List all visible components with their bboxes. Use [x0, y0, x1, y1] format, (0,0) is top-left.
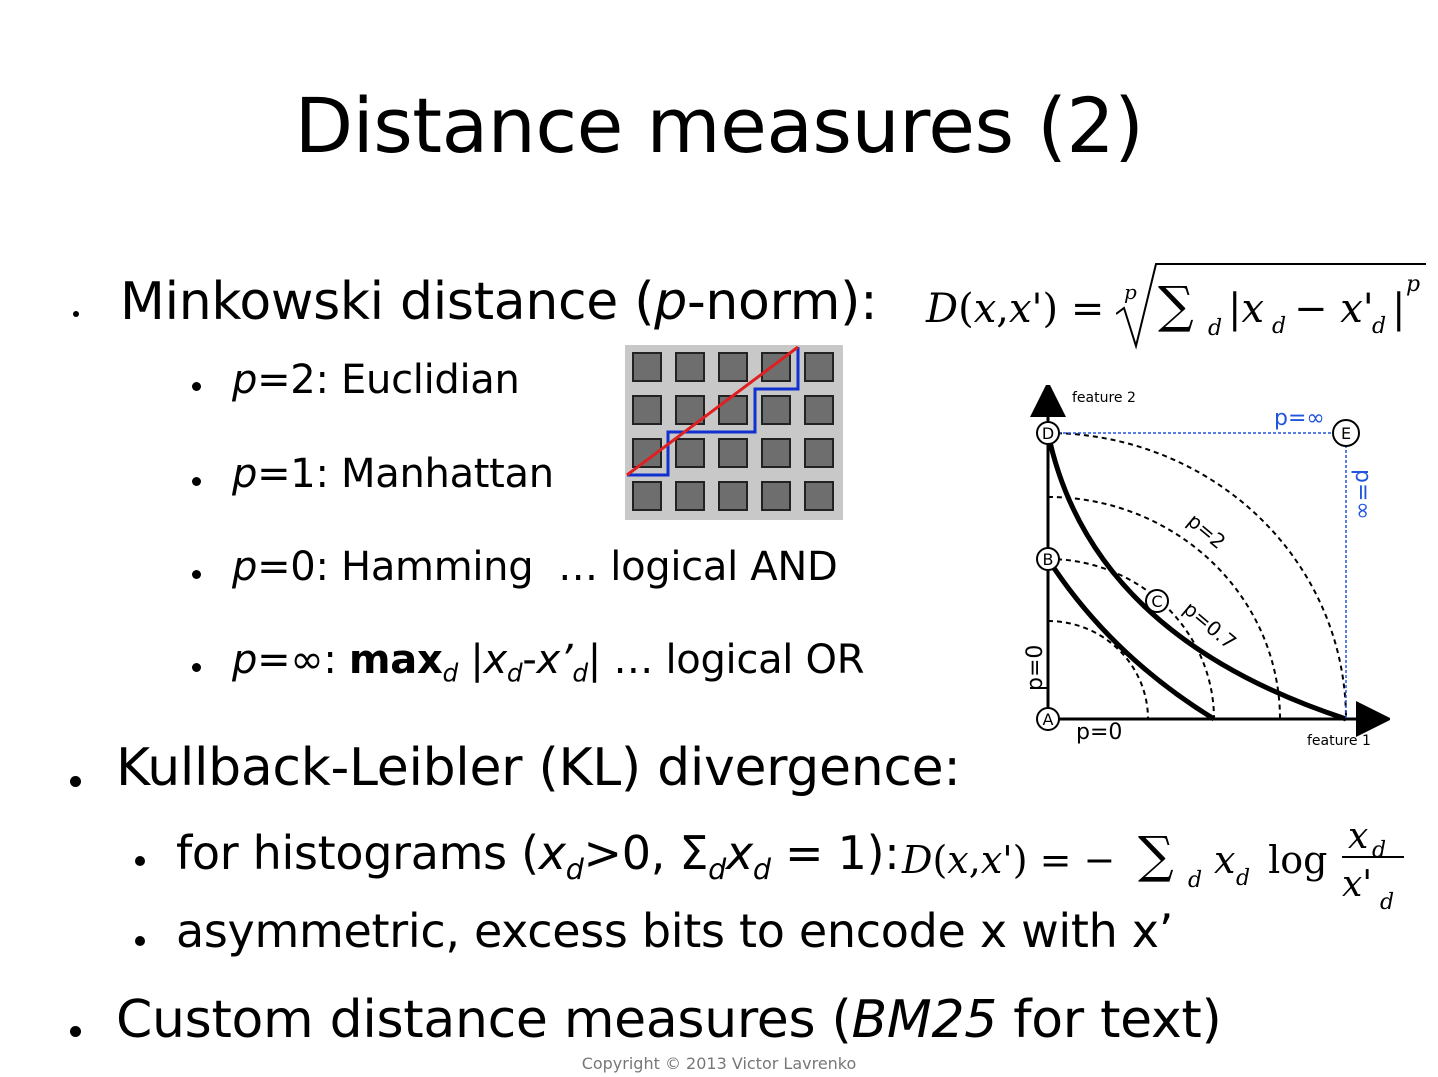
- arc-mid: [1047, 558, 1215, 720]
- custom-heading: Custom distance measures (BM25 for text): [116, 990, 1222, 1050]
- point-a: [1036, 707, 1060, 731]
- label-p-inf-top: p=∞: [1274, 406, 1325, 431]
- bullet-dot: [192, 477, 201, 486]
- axis-x-label: feature 1: [1307, 733, 1371, 749]
- kl-histograms-item: for histograms (xd>0, Σdxd = 1):: [176, 826, 900, 886]
- slide-title: Distance measures (2): [294, 81, 1144, 170]
- label-p2: p=2: [1183, 508, 1231, 554]
- grid-figure: [625, 345, 843, 520]
- item-euclidian: p=2: Euclidian: [232, 357, 520, 403]
- minkowski-heading: Minkowski distance (p-norm):: [120, 272, 878, 332]
- arc-p2: [1047, 496, 1281, 720]
- euclidean-path: [626, 345, 799, 477]
- root-symbol: [1116, 263, 1426, 350]
- svg-text:A: A: [1043, 710, 1054, 729]
- point-d: [1036, 421, 1060, 445]
- bullet-dot: [70, 776, 81, 787]
- svg-text:E: E: [1341, 424, 1351, 443]
- minkowski-formula: D(x,x') = p ∑ d |x d − x' d | p: [926, 262, 1426, 352]
- bullet-dot: [192, 570, 201, 579]
- manhattan-path: [627, 347, 800, 477]
- svg-text:C: C: [1151, 592, 1162, 611]
- bullet-dot: [135, 936, 145, 946]
- p-inf-box: [1048, 432, 1347, 719]
- point-c: [1145, 589, 1169, 613]
- bullet-dot: [192, 382, 201, 391]
- curve-p07-outer: [1045, 432, 1347, 722]
- arc-p2-outer: [1047, 432, 1347, 720]
- item-hamming: p=0: Hamming … logical AND: [232, 544, 838, 590]
- axis-y-label: feature 2: [1072, 390, 1136, 406]
- kl-heading: Kullback-Leibler (KL) divergence:: [116, 738, 961, 798]
- kl-asymmetric-item: asymmetric, excess bits to encode x with…: [176, 904, 1174, 958]
- fraction-bar: [1342, 856, 1404, 858]
- point-b: [1036, 547, 1060, 571]
- svg-text:D: D: [1042, 424, 1054, 443]
- label-p07: p=0.7: [1179, 596, 1241, 654]
- item-max: p=∞: maxd |xd-x’d| … logical OR: [232, 637, 865, 688]
- bullet-dot: [192, 663, 201, 672]
- point-e: [1332, 419, 1360, 447]
- bullet-dot: [70, 1026, 81, 1037]
- copyright-footer: Copyright © 2013 Victor Lavrenko: [581, 1054, 857, 1073]
- svg-text:B: B: [1043, 550, 1054, 569]
- arc-small: [1047, 620, 1149, 720]
- item-manhattan: p=1: Manhattan: [232, 451, 554, 497]
- label-p-inf-side: p=∞: [1350, 469, 1375, 520]
- curve-p07-inner: [1045, 557, 1216, 722]
- label-p0-side: p=0: [1023, 645, 1048, 691]
- label-p0-bottom: p=0: [1076, 720, 1122, 745]
- kl-formula: D(x,x') = − ∑ d x d log x d x' d: [902, 816, 1412, 920]
- unit-ball-diagram: feature 2 feature 1 p=∞ p=∞ p=2 p=0.7 p=…: [1023, 385, 1390, 749]
- bullet-dot: [73, 311, 79, 317]
- bullet-dot: [135, 856, 145, 866]
